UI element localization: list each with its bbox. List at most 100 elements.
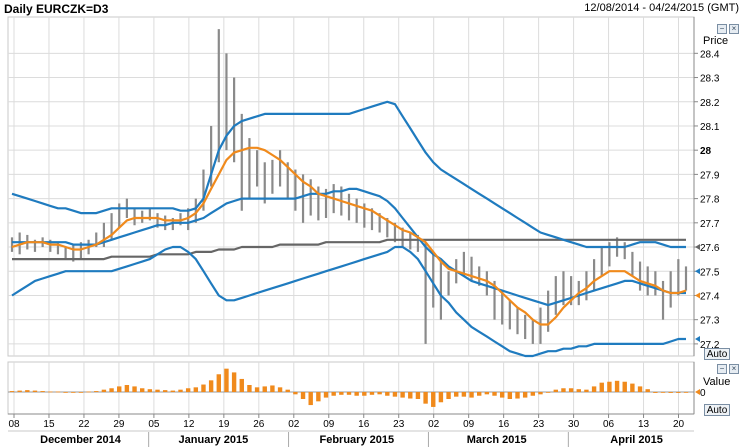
y-tick-label: 28 (700, 146, 712, 157)
histogram-bar (285, 389, 290, 392)
histogram-bar (132, 386, 137, 392)
histogram-bar (32, 390, 38, 392)
x-day-label: 08 (8, 419, 20, 430)
histogram-bar (277, 387, 283, 392)
histogram-bar (400, 392, 405, 398)
histogram-bar (323, 392, 329, 398)
y-tick-label: 28.3 (700, 74, 720, 85)
histogram-bar (262, 386, 267, 392)
histogram-bar (530, 392, 536, 396)
indicator-lines (11, 100, 687, 358)
histogram-bar (515, 392, 520, 399)
axis-marker (695, 268, 700, 275)
axis-markers (695, 244, 700, 395)
histogram-bar (553, 389, 558, 392)
value-panel-close-button[interactable]: × (729, 364, 739, 374)
histogram-bar (499, 392, 505, 398)
histogram-bar (392, 392, 398, 397)
histogram-bars (8, 368, 694, 407)
histogram-bar (683, 392, 689, 393)
histogram-bar (385, 392, 390, 396)
axis-marker (695, 292, 700, 299)
histogram-bar (55, 391, 61, 393)
y-tick-label: 28.4 (700, 49, 720, 60)
value-panel-minimize-button[interactable]: − (717, 364, 727, 374)
x-day-label: 06 (603, 419, 615, 430)
axis-marker (695, 336, 700, 343)
x-day-label: 22 (78, 419, 90, 430)
histogram-bar (637, 386, 643, 392)
histogram-bar (469, 392, 474, 398)
y-tick-label: 27.6 (700, 243, 720, 254)
x-day-label: 30 (568, 419, 580, 430)
short-moving-average-line (11, 146, 687, 326)
price-panel-minimize-button[interactable]: − (717, 24, 727, 34)
histogram-bar (193, 387, 199, 392)
histogram-bar (607, 381, 612, 392)
histogram-bar (438, 392, 444, 403)
axis-marker (695, 389, 700, 395)
histogram-bar (423, 392, 428, 404)
histogram-bar (653, 392, 658, 393)
histogram-bar (676, 392, 681, 393)
histogram-bar (86, 391, 91, 393)
y-tick-label: 27.4 (700, 291, 720, 302)
histogram-bar (254, 387, 260, 392)
histogram-bar (461, 392, 467, 397)
histogram-bar (346, 392, 352, 395)
histogram-bar (354, 392, 359, 396)
long-moving-average-line (12, 238, 686, 261)
y-tick-label: 27.5 (700, 267, 720, 278)
histogram-bar (239, 378, 244, 392)
histogram-bar (477, 392, 482, 396)
histogram-bar (446, 392, 451, 399)
histogram-bar (17, 390, 22, 392)
y-tick-label: 27.3 (700, 316, 720, 327)
histogram-bar (40, 391, 45, 392)
histogram-bar (216, 374, 221, 392)
x-day-label: 02 (288, 419, 300, 430)
histogram-bar (117, 386, 122, 392)
price-panel-close-button[interactable]: × (729, 24, 739, 34)
bollinger-upper-line (11, 100, 686, 249)
x-day-label: 05 (148, 419, 160, 430)
value-panel-frame (7, 361, 695, 415)
histogram-bar (124, 385, 130, 392)
histogram-bar (300, 392, 306, 399)
histogram-bar (599, 382, 604, 392)
histogram-bar (614, 380, 620, 392)
histogram-bar (591, 386, 597, 392)
histogram-bar (71, 392, 76, 393)
histogram-bar (147, 389, 153, 392)
histogram-bar (155, 389, 160, 392)
value-auto-button[interactable]: Auto (704, 404, 730, 416)
histogram-bar (545, 392, 551, 393)
x-month-label: April 2015 (610, 434, 663, 446)
histogram-bar (185, 388, 191, 392)
histogram-bar (78, 392, 84, 393)
y-tick-label: 27.7 (700, 219, 720, 230)
axis-marker (695, 244, 700, 251)
histogram-bar (622, 381, 627, 392)
histogram-bar (201, 384, 206, 392)
value-y-tick-label: 0 (700, 388, 706, 399)
histogram-bar (507, 392, 513, 399)
histogram-bar (362, 392, 367, 396)
x-day-label: 15 (43, 419, 55, 430)
x-month-label: March 2015 (467, 434, 527, 446)
histogram-bar (48, 391, 53, 393)
price-auto-button[interactable]: Auto (704, 348, 730, 360)
histogram-bar (492, 392, 497, 396)
histogram-bar (339, 392, 344, 395)
histogram-bar (224, 368, 229, 392)
histogram-bar (94, 391, 99, 392)
histogram-bar (538, 392, 543, 395)
histogram-bar (408, 392, 413, 399)
x-day-label: 13 (638, 419, 650, 430)
histogram-bar (140, 388, 145, 392)
histogram-bar (270, 385, 275, 392)
x-day-label: 09 (463, 419, 475, 430)
x-day-label: 02 (428, 419, 440, 430)
